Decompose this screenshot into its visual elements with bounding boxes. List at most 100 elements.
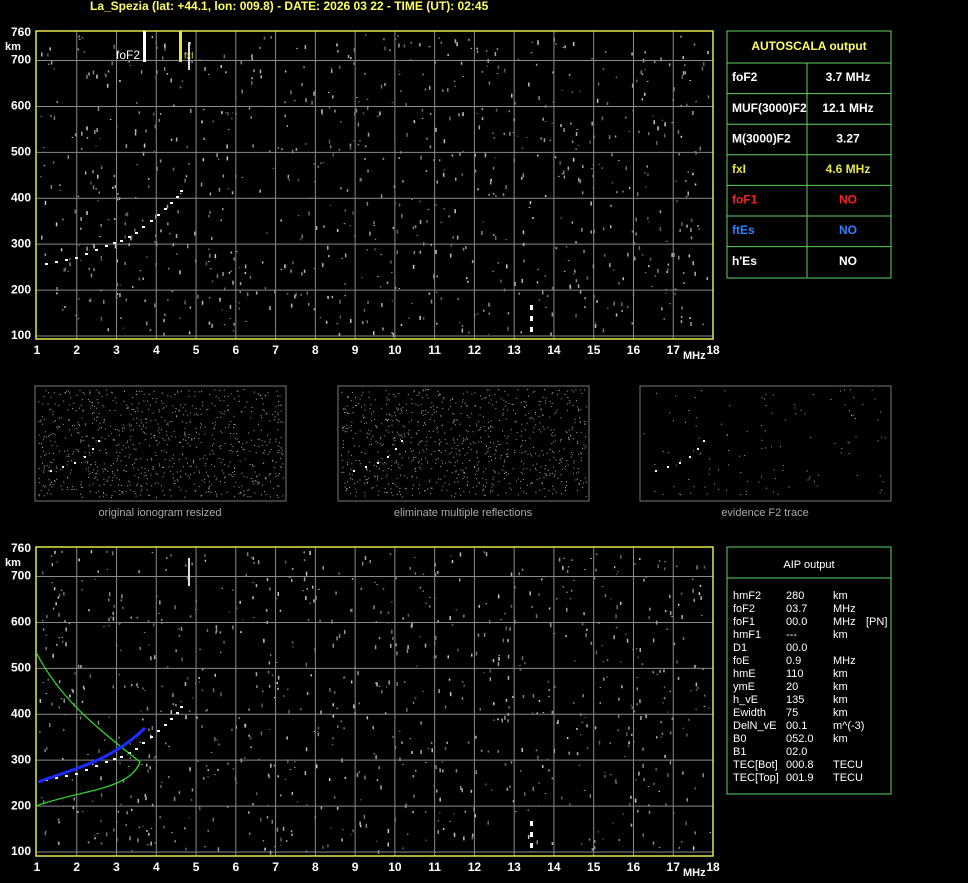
noise-dot bbox=[462, 150, 464, 152]
thumb-dot bbox=[471, 413, 473, 415]
thumb-dot bbox=[568, 437, 570, 439]
noise-dot bbox=[188, 162, 190, 165]
thumb-dot bbox=[200, 441, 202, 443]
noise-dot bbox=[90, 181, 92, 185]
noise-dot bbox=[411, 199, 413, 200]
noise-dot bbox=[436, 275, 438, 278]
noise-dot bbox=[408, 317, 410, 319]
thumb-dot bbox=[223, 413, 225, 415]
thumb-dot bbox=[133, 448, 135, 450]
noise-dot bbox=[310, 674, 312, 677]
noise-dot bbox=[696, 565, 698, 570]
noise-dot bbox=[681, 75, 683, 79]
noise-dot bbox=[454, 209, 456, 214]
noise-dot bbox=[322, 845, 324, 849]
noise-dot bbox=[47, 53, 49, 57]
thumb-dot bbox=[218, 397, 220, 399]
noise-dot bbox=[261, 703, 263, 708]
noise-dot bbox=[572, 41, 575, 46]
noise-dot bbox=[266, 578, 269, 582]
noise-dot bbox=[664, 561, 666, 563]
noise-dot bbox=[375, 682, 377, 685]
noise-dot bbox=[64, 620, 66, 623]
noise-dot bbox=[173, 104, 175, 107]
thumb-dot bbox=[487, 421, 489, 423]
thumb-dot bbox=[103, 419, 105, 420]
autoscala-title: AUTOSCALA output bbox=[751, 39, 866, 53]
thumb-dot bbox=[211, 464, 213, 466]
noise-dot bbox=[313, 599, 315, 603]
noise-dot bbox=[175, 649, 177, 653]
thumb-dot bbox=[228, 465, 230, 467]
noise-dot bbox=[421, 108, 424, 112]
thumb-dot bbox=[45, 436, 47, 438]
thumb-dot bbox=[138, 425, 140, 427]
thumb-dot bbox=[527, 389, 529, 391]
thumb-dot bbox=[432, 430, 434, 432]
noise-dot bbox=[231, 112, 234, 114]
noise-dot bbox=[434, 61, 436, 64]
noise-dot bbox=[509, 627, 511, 631]
noise-dot bbox=[260, 75, 262, 79]
noise-dot bbox=[241, 177, 244, 178]
thumb-dot bbox=[253, 483, 255, 485]
thumb-dot bbox=[678, 493, 680, 495]
thumb-dot bbox=[204, 426, 206, 428]
noise-dot bbox=[69, 262, 71, 267]
noise-dot bbox=[482, 221, 484, 223]
noise-dot bbox=[390, 260, 392, 264]
noise-dot bbox=[493, 137, 495, 139]
noise-dot bbox=[492, 659, 495, 663]
noise-dot bbox=[107, 70, 110, 73]
thumb-dot bbox=[680, 460, 682, 462]
thumb-dot bbox=[740, 472, 742, 474]
thumb-dot bbox=[726, 489, 728, 491]
noise-dot bbox=[197, 294, 199, 299]
thumb-dot bbox=[746, 431, 748, 433]
thumb-dot bbox=[468, 491, 470, 493]
thumb-dot bbox=[444, 432, 446, 434]
noise-dot bbox=[644, 69, 646, 71]
noise-dot bbox=[214, 774, 216, 776]
noise-dot bbox=[571, 140, 574, 143]
noise-dot bbox=[141, 763, 143, 765]
noise-dot bbox=[685, 180, 687, 182]
thumb-dot bbox=[212, 443, 214, 445]
thumb-dot bbox=[78, 424, 80, 426]
thumb-dot bbox=[422, 410, 424, 412]
thumb-dot bbox=[150, 404, 151, 406]
aip-cell: hmE bbox=[733, 668, 756, 680]
thumb-dot bbox=[233, 427, 234, 429]
thumb-dot bbox=[530, 417, 532, 418]
noise-dot bbox=[192, 697, 194, 699]
noise-dot bbox=[526, 137, 528, 138]
noise-dot bbox=[695, 689, 698, 691]
noise-dot bbox=[362, 112, 365, 115]
thumb-dot bbox=[488, 402, 490, 404]
thumb-dot bbox=[103, 406, 105, 408]
thumb-dot bbox=[252, 481, 254, 483]
noise-dot bbox=[428, 46, 431, 48]
noise-dot bbox=[593, 576, 596, 580]
noise-dot bbox=[692, 111, 694, 115]
thumb-dot bbox=[516, 397, 518, 399]
thumb-dot bbox=[708, 473, 710, 475]
noise-dot bbox=[98, 137, 101, 139]
noise-dot bbox=[686, 733, 688, 737]
noise-dot bbox=[351, 608, 353, 613]
thumb-dot bbox=[558, 389, 560, 391]
noise-dot bbox=[628, 726, 630, 730]
thumb-dot bbox=[419, 467, 420, 469]
noise-dot bbox=[221, 309, 224, 311]
noise-dot bbox=[440, 221, 443, 223]
noise-dot bbox=[398, 157, 400, 160]
noise-dot bbox=[280, 268, 283, 270]
noise-dot bbox=[168, 746, 170, 748]
thumb-dot bbox=[282, 477, 284, 479]
thumb-dot bbox=[275, 441, 277, 443]
thumb-dot bbox=[81, 417, 83, 419]
thumb-dot bbox=[60, 417, 62, 419]
thumb-dot bbox=[387, 420, 388, 422]
thumb-dot bbox=[693, 486, 695, 488]
noise-dot bbox=[460, 785, 462, 790]
